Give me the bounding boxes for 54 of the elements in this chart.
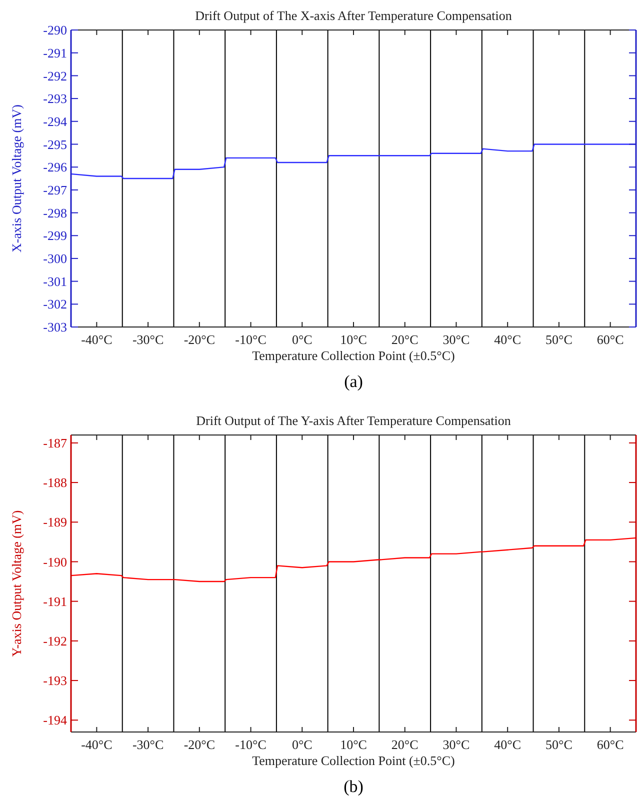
y-tick-label: -291 — [43, 45, 67, 60]
y-tick-label: -189 — [43, 514, 67, 530]
x-tick-label: 0°C — [292, 737, 312, 752]
y-tick-label: -301 — [43, 274, 67, 289]
x-tick-label: 10°C — [340, 332, 367, 347]
y-tick-label: -193 — [43, 673, 67, 688]
y-axis-title: Y-axis Output Voltage (mV) — [9, 510, 24, 657]
x-tick-label: 0°C — [292, 332, 312, 347]
x-tick-label: -30°C — [132, 737, 164, 752]
text: (a) — [344, 372, 363, 391]
line-series — [70, 537, 637, 582]
x-tick-label: -20°C — [184, 737, 216, 752]
y-tick-label: -293 — [43, 91, 67, 106]
y-tick-label: -187 — [43, 435, 68, 450]
y-tick-label: -303 — [43, 320, 67, 335]
x-tick-label: 30°C — [442, 737, 470, 752]
x-tick-label: -10°C — [235, 737, 266, 752]
y-tick-label: -299 — [43, 228, 67, 244]
y-tick-label: -188 — [43, 475, 67, 490]
x-tick-label: 50°C — [546, 737, 572, 752]
y-tick-label: -295 — [43, 136, 67, 152]
x-tick-label: -40°C — [81, 737, 112, 752]
chart-title: Drift Output of The X-axis After Temperature Compensation — [195, 8, 512, 23]
x-axis-title: Temperature Collection Point (±0.5°C) — [252, 348, 455, 363]
x-tick-label: 40°C — [494, 737, 522, 752]
x-tick-label: 60°C — [596, 332, 624, 347]
y-tick-label: -300 — [43, 251, 67, 266]
x-tick-label: 10°C — [340, 737, 367, 752]
y-tick-label: -292 — [43, 68, 67, 84]
y-tick-label: -294 — [43, 114, 68, 129]
line-series — [70, 144, 637, 180]
y-tick-label: -290 — [43, 22, 67, 38]
y-tick-label: -297 — [43, 182, 68, 198]
y-tick-label: -298 — [43, 205, 67, 220]
chart-title: Drift Output of The Y-axis After Temperature Compensation — [196, 413, 512, 428]
y-tick-label: -302 — [43, 296, 67, 312]
text: (b) — [344, 777, 364, 796]
y-tick-label: -191 — [43, 594, 67, 609]
y-tick-label: -296 — [43, 160, 68, 175]
x-tick-label: 30°C — [442, 332, 470, 347]
x-tick-label: -20°C — [184, 332, 216, 347]
x-tick-label: 50°C — [546, 332, 572, 347]
x-tick-label: -10°C — [235, 332, 266, 347]
x-tick-label: -30°C — [132, 332, 164, 347]
x-tick-label: 60°C — [596, 737, 624, 752]
x-tick-label: 20°C — [391, 332, 418, 347]
x-tick-label: -40°C — [81, 332, 112, 347]
y-tick-label: -194 — [43, 712, 68, 728]
x-tick-label: 40°C — [494, 332, 522, 347]
x-axis-title: Temperature Collection Point (±0.5°C) — [252, 753, 455, 768]
y-axis-title: X-axis Output Voltage (mV) — [9, 104, 24, 252]
x-tick-label: 20°C — [391, 737, 418, 752]
y-tick-label: -192 — [43, 633, 67, 648]
y-tick-label: -190 — [43, 554, 67, 570]
